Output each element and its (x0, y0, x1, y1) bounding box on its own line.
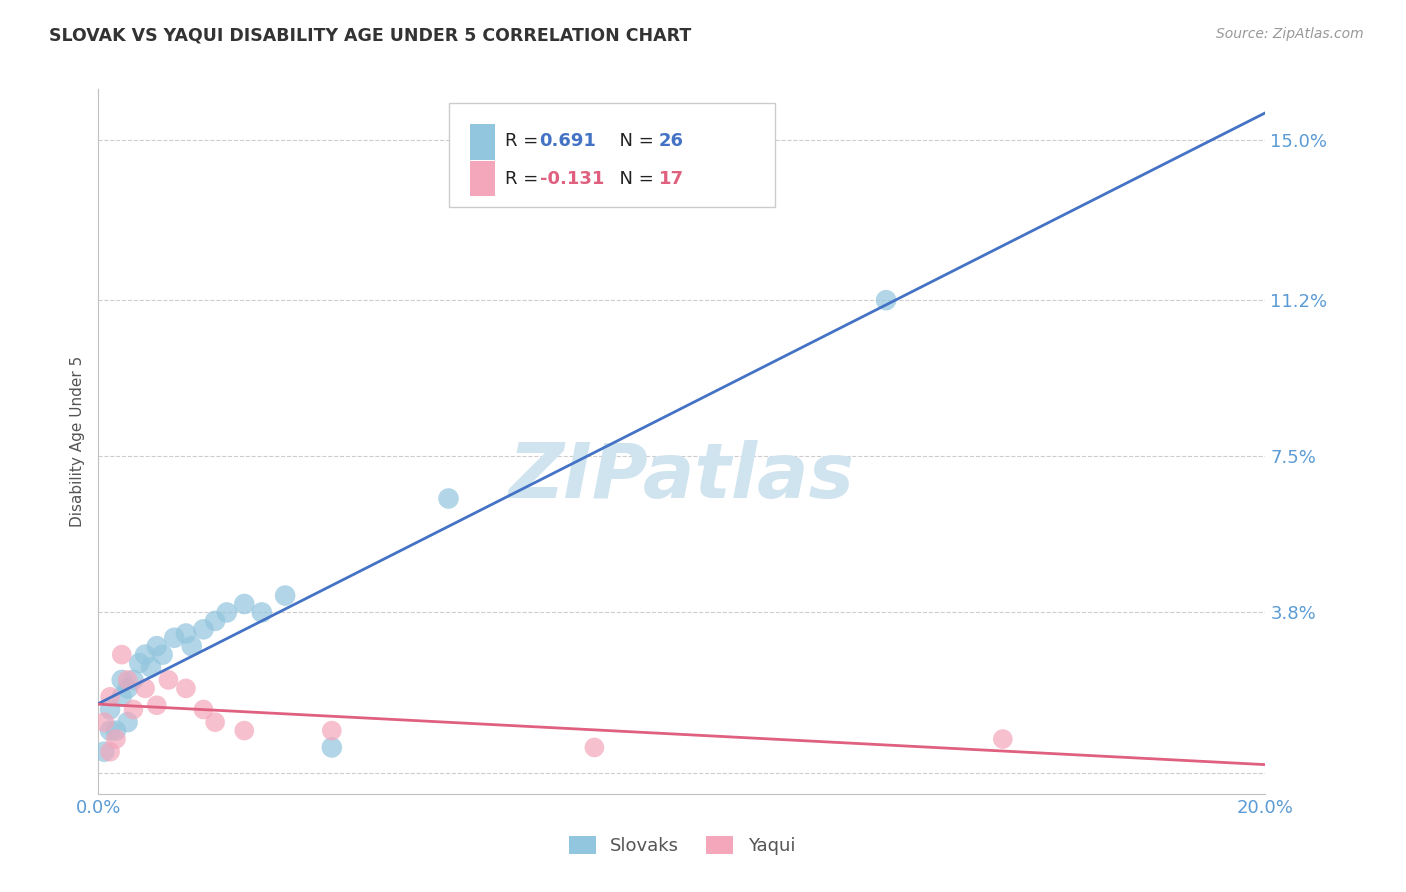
Point (157, 673, 180, 687)
Point (204, 614, 226, 628)
Point (98, 745, 121, 759)
Point (104, 732, 127, 747)
Point (111, 648, 134, 662)
Text: Source: ZipAtlas.com: Source: ZipAtlas.com (1216, 27, 1364, 41)
Point (583, 740, 606, 755)
Point (139, 660, 162, 674)
Point (104, 723, 127, 738)
Text: N =: N = (609, 132, 659, 151)
FancyBboxPatch shape (470, 161, 495, 196)
Point (233, 597, 256, 611)
Point (991, 732, 1014, 747)
Point (174, 626, 197, 640)
Point (117, 673, 139, 687)
Point (111, 690, 134, 704)
Text: ZIPatlas: ZIPatlas (509, 440, 855, 514)
Text: 17: 17 (658, 170, 683, 188)
Text: 0.691: 0.691 (540, 132, 596, 151)
Point (146, 639, 169, 653)
Point (193, 623, 215, 637)
Point (437, 491, 460, 506)
Point (274, 589, 297, 603)
Point (117, 681, 139, 696)
FancyBboxPatch shape (470, 124, 495, 160)
Y-axis label: Disability Age Under 5: Disability Age Under 5 (69, 356, 84, 527)
Point (146, 698, 169, 713)
Point (321, 723, 343, 738)
Legend: Slovaks, Yaqui: Slovaks, Yaqui (561, 829, 803, 863)
Text: 26: 26 (658, 132, 683, 151)
Text: N =: N = (609, 170, 659, 188)
Point (250, 606, 273, 620)
Text: -0.131: -0.131 (540, 170, 605, 188)
Point (134, 681, 156, 696)
Point (117, 715, 139, 730)
FancyBboxPatch shape (449, 103, 775, 207)
Point (111, 673, 134, 687)
Point (152, 648, 174, 662)
Text: SLOVAK VS YAQUI DISABILITY AGE UNDER 5 CORRELATION CHART: SLOVAK VS YAQUI DISABILITY AGE UNDER 5 C… (49, 27, 692, 45)
Point (98, 702, 121, 716)
Point (215, 606, 238, 620)
Point (174, 681, 197, 696)
Text: R =: R = (505, 132, 544, 151)
Point (122, 702, 145, 716)
Point (98, 690, 121, 704)
Point (98, 723, 121, 738)
Text: R =: R = (505, 170, 544, 188)
Point (875, 293, 897, 308)
Point (204, 715, 226, 730)
Point (122, 673, 145, 687)
Point (321, 740, 343, 755)
Point (93, 745, 115, 759)
Point (233, 723, 256, 738)
Point (93, 715, 115, 730)
Point (180, 639, 202, 653)
Point (193, 702, 215, 716)
Point (134, 648, 156, 662)
Point (163, 631, 186, 645)
Point (128, 656, 150, 670)
